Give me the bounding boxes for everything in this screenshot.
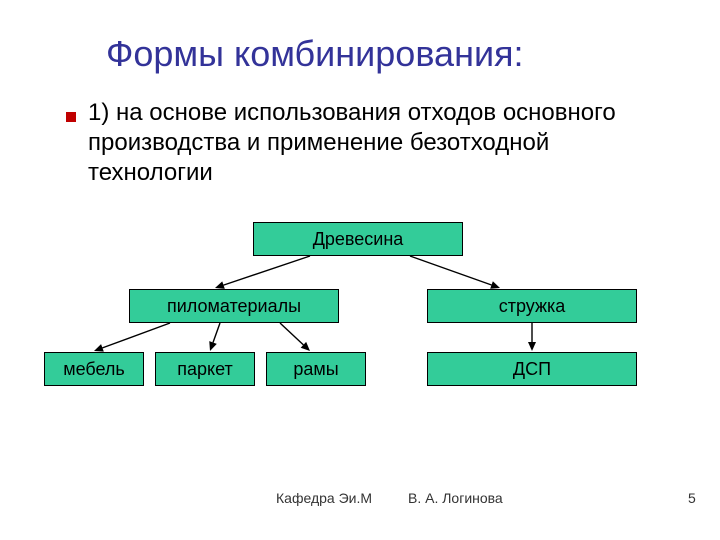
arrow-layer [0, 0, 720, 540]
node-parq: паркет [155, 352, 255, 386]
slide: Формы комбинирования: 1) на основе испол… [0, 0, 720, 540]
footer-right: В. А. Логинова [408, 490, 503, 506]
title-bullet [66, 112, 76, 122]
footer-left: Кафедра Эи.М [276, 490, 372, 506]
node-root: Древесина [253, 222, 463, 256]
node-furn: мебель [44, 352, 144, 386]
body-text: 1) на основе использования отходов основ… [88, 98, 648, 188]
node-frames: рамы [266, 352, 366, 386]
node-lumber: пиломатериалы [129, 289, 339, 323]
node-shav: стружка [427, 289, 637, 323]
node-dsp: ДСП [427, 352, 637, 386]
page-number: 5 [688, 490, 696, 506]
slide-title: Формы комбинирования: [106, 33, 524, 75]
